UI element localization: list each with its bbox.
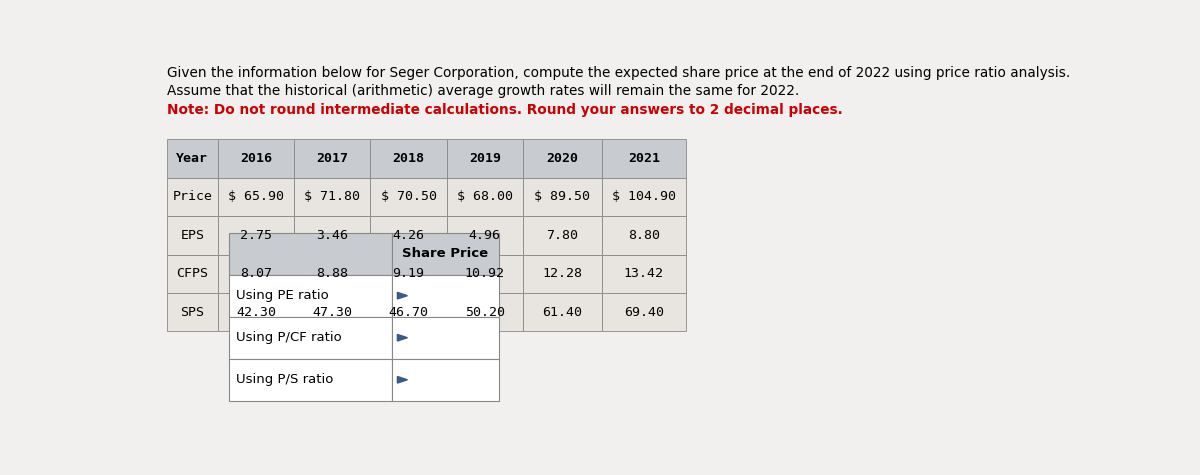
Text: 2021: 2021 [628,152,660,165]
FancyBboxPatch shape [167,139,218,178]
FancyBboxPatch shape [167,178,218,216]
FancyBboxPatch shape [167,293,218,332]
FancyBboxPatch shape [391,233,499,275]
Text: Note: Do not round intermediate calculations. Round your answers to 2 decimal pl: Note: Do not round intermediate calculat… [167,103,842,117]
Text: Using P/S ratio: Using P/S ratio [236,373,334,386]
Text: 46.70: 46.70 [389,305,428,319]
FancyBboxPatch shape [294,255,371,293]
FancyBboxPatch shape [229,275,391,317]
Text: 8.88: 8.88 [317,267,348,280]
Text: Given the information below for Seger Corporation, compute the expected share pr: Given the information below for Seger Co… [167,66,1070,80]
Text: Year: Year [176,152,209,165]
Text: 42.30: 42.30 [236,305,276,319]
FancyBboxPatch shape [446,139,523,178]
Text: 4.26: 4.26 [392,229,425,242]
Text: CFPS: CFPS [176,267,209,280]
FancyBboxPatch shape [218,255,294,293]
FancyBboxPatch shape [371,255,446,293]
FancyBboxPatch shape [294,293,371,332]
Text: 2019: 2019 [469,152,500,165]
Text: 13.42: 13.42 [624,267,664,280]
Text: Using P/CF ratio: Using P/CF ratio [236,331,342,344]
FancyBboxPatch shape [229,317,391,359]
FancyBboxPatch shape [523,139,602,178]
FancyBboxPatch shape [391,275,499,317]
FancyBboxPatch shape [446,216,523,255]
Text: 2017: 2017 [317,152,348,165]
FancyBboxPatch shape [294,178,371,216]
Text: 8.80: 8.80 [628,229,660,242]
Text: 47.30: 47.30 [312,305,353,319]
Text: 2020: 2020 [546,152,578,165]
FancyBboxPatch shape [446,255,523,293]
FancyBboxPatch shape [229,359,391,401]
FancyBboxPatch shape [602,216,685,255]
Text: 10.92: 10.92 [464,267,505,280]
Text: 2016: 2016 [240,152,272,165]
Text: 8.07: 8.07 [240,267,272,280]
FancyBboxPatch shape [371,178,446,216]
Text: 12.28: 12.28 [542,267,582,280]
FancyBboxPatch shape [371,216,446,255]
FancyBboxPatch shape [523,178,602,216]
Text: $ 89.50: $ 89.50 [534,190,590,203]
Text: Price: Price [173,190,212,203]
Text: $ 104.90: $ 104.90 [612,190,676,203]
FancyBboxPatch shape [218,178,294,216]
Text: $ 71.80: $ 71.80 [305,190,360,203]
FancyBboxPatch shape [391,359,499,401]
Text: Share Price: Share Price [402,247,488,260]
Text: 9.19: 9.19 [392,267,425,280]
FancyBboxPatch shape [602,178,685,216]
Text: Using PE ratio: Using PE ratio [236,289,329,302]
Text: 2018: 2018 [392,152,425,165]
Text: $ 70.50: $ 70.50 [380,190,437,203]
Text: Assume that the historical (arithmetic) average growth rates will remain the sam: Assume that the historical (arithmetic) … [167,85,799,98]
FancyBboxPatch shape [523,255,602,293]
FancyBboxPatch shape [229,233,391,275]
FancyBboxPatch shape [446,178,523,216]
FancyBboxPatch shape [294,139,371,178]
Polygon shape [397,377,408,383]
FancyBboxPatch shape [218,293,294,332]
FancyBboxPatch shape [218,139,294,178]
FancyBboxPatch shape [602,255,685,293]
FancyBboxPatch shape [602,139,685,178]
FancyBboxPatch shape [294,216,371,255]
FancyBboxPatch shape [167,255,218,293]
FancyBboxPatch shape [391,317,499,359]
Text: 50.20: 50.20 [464,305,505,319]
Text: $ 68.00: $ 68.00 [457,190,512,203]
Text: EPS: EPS [180,229,204,242]
FancyBboxPatch shape [371,139,446,178]
FancyBboxPatch shape [446,293,523,332]
Text: 4.96: 4.96 [469,229,500,242]
Text: 7.80: 7.80 [546,229,578,242]
FancyBboxPatch shape [523,216,602,255]
FancyBboxPatch shape [523,293,602,332]
Polygon shape [397,334,408,341]
Polygon shape [397,292,408,299]
Text: SPS: SPS [180,305,204,319]
Text: 3.46: 3.46 [317,229,348,242]
Text: 61.40: 61.40 [542,305,582,319]
Text: 69.40: 69.40 [624,305,664,319]
Text: 2.75: 2.75 [240,229,272,242]
FancyBboxPatch shape [218,216,294,255]
Text: $ 65.90: $ 65.90 [228,190,284,203]
FancyBboxPatch shape [602,293,685,332]
FancyBboxPatch shape [167,216,218,255]
FancyBboxPatch shape [371,293,446,332]
